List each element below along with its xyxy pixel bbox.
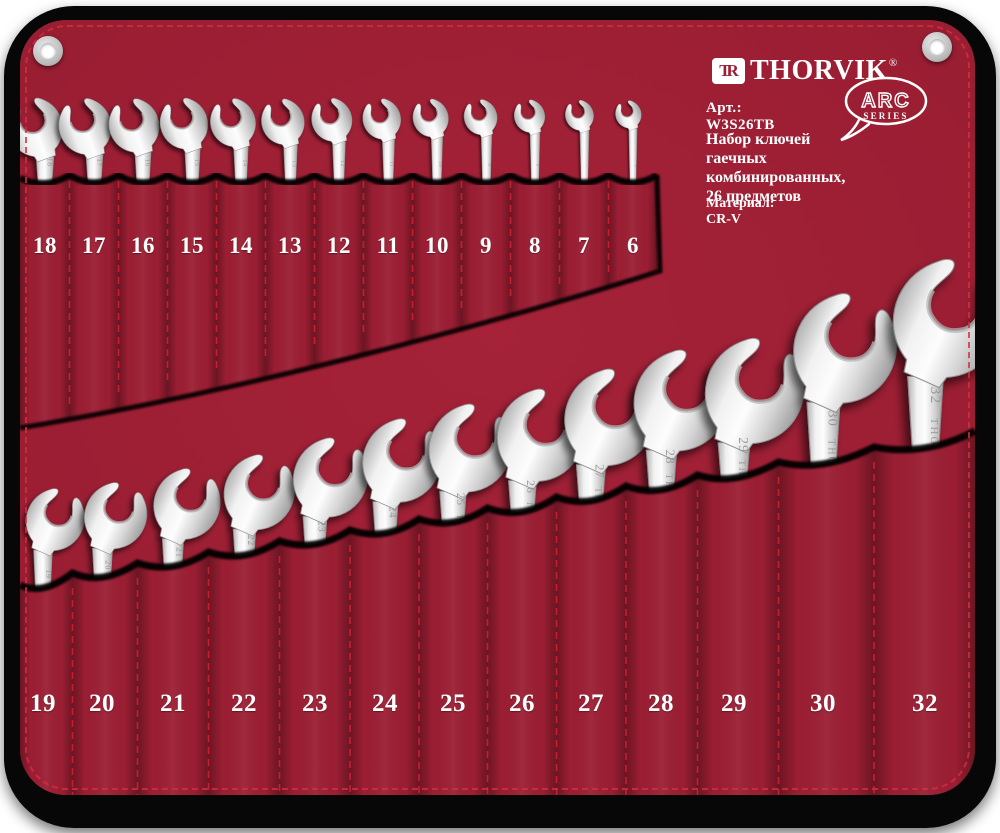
badge-tail xyxy=(840,118,871,142)
svg-text:11: 11 xyxy=(388,161,394,167)
svg-text:22: 22 xyxy=(244,535,255,546)
badge-title: ARC xyxy=(861,90,910,112)
article-number: Арт.: W3S26TB xyxy=(706,100,775,133)
svg-text:25: 25 xyxy=(454,493,466,506)
description-line: Набор ключей гаечных xyxy=(706,131,811,167)
svg-text:7: 7 xyxy=(584,164,588,166)
svg-text:10: 10 xyxy=(437,161,442,167)
svg-text:THORVIK: THORVIK xyxy=(387,527,396,571)
svg-text:18: 18 xyxy=(46,158,55,167)
svg-text:THORVIK: THORVIK xyxy=(663,474,673,528)
svg-text:THORVIK: THORVIK xyxy=(455,514,464,561)
svg-text:20: 20 xyxy=(103,560,113,570)
svg-text:21: 21 xyxy=(174,547,184,558)
svg-text:23: 23 xyxy=(316,521,327,533)
product-description: Набор ключей гаечных комбинированных, 26… xyxy=(706,130,845,206)
svg-text:32: 32 xyxy=(926,387,942,405)
svg-text:THORVIK: THORVIK xyxy=(927,418,939,481)
wrench-20mm: 20 THORVIK xyxy=(64,466,147,626)
grommet-right-icon xyxy=(922,32,952,62)
svg-text:30: 30 xyxy=(824,410,839,427)
svg-text:24: 24 xyxy=(386,506,397,519)
svg-text:THORVIK: THORVIK xyxy=(825,439,836,497)
svg-text:17: 17 xyxy=(95,158,103,166)
badge-subtitle: SERIES xyxy=(863,111,908,121)
svg-text:8: 8 xyxy=(536,164,541,166)
description-line: комбинированных, xyxy=(706,169,846,186)
arc-series-badge: ARC SERIES xyxy=(840,76,928,142)
svg-text:13: 13 xyxy=(290,160,296,167)
svg-text:6: 6 xyxy=(633,165,637,167)
brand-logo: TR THORVIK ® xyxy=(712,55,898,86)
description-line: 26 предметов xyxy=(706,188,801,205)
thorvik-monogram-icon: TR xyxy=(712,58,745,84)
svg-text:12: 12 xyxy=(339,160,345,167)
svg-text:19: 19 xyxy=(44,569,53,578)
grommet-left-icon xyxy=(33,36,63,66)
tool-roll-pouch: 18 17 16 15 xyxy=(20,20,975,795)
wrench-32mm: 32 THORVIK xyxy=(857,230,975,497)
registered-mark: ® xyxy=(888,57,898,69)
svg-text:THORVIK: THORVIK xyxy=(736,460,747,516)
svg-text:THORVIK: THORVIK xyxy=(317,541,326,583)
svg-text:THORVIK: THORVIK xyxy=(174,567,181,605)
svg-text:THORVIK: THORVIK xyxy=(245,554,253,594)
svg-text:14: 14 xyxy=(241,159,247,166)
material-spec: Материал: CR-V xyxy=(706,196,775,227)
svg-text:15: 15 xyxy=(192,159,199,167)
svg-text:9: 9 xyxy=(487,164,492,167)
svg-text:THORVIK: THORVIK xyxy=(103,580,109,615)
svg-text:THORVIK: THORVIK xyxy=(44,590,50,623)
brand-name: THORVIK xyxy=(750,55,888,86)
svg-text:29: 29 xyxy=(736,437,751,453)
svg-text:THORVIK: THORVIK xyxy=(524,501,534,550)
svg-text:16: 16 xyxy=(143,159,150,167)
